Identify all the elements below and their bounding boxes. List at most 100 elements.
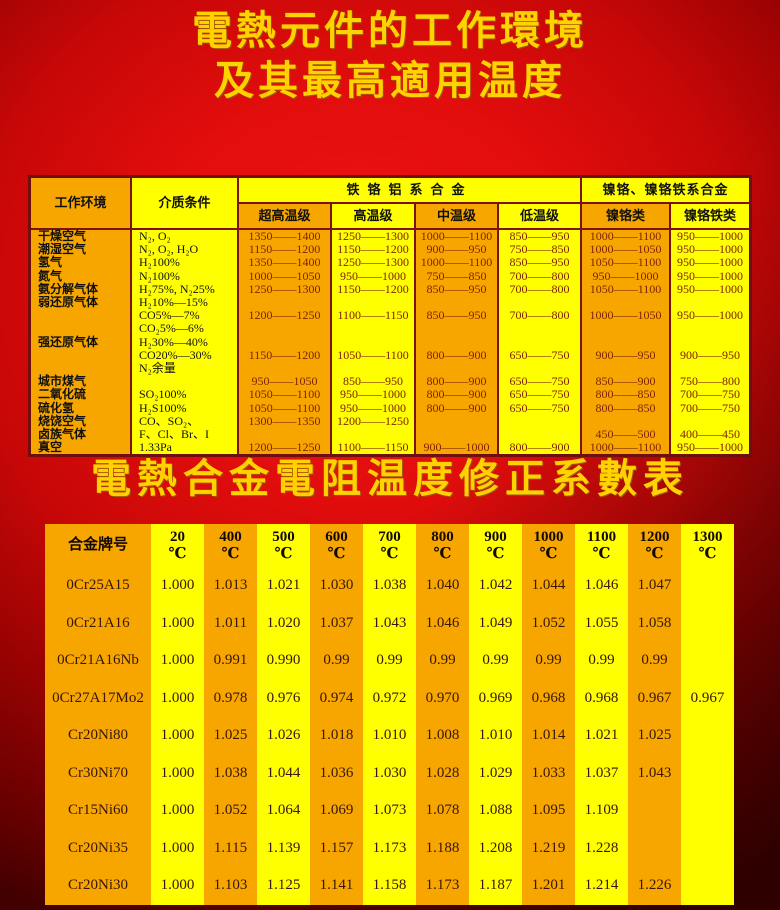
value-cell: 800——850	[580, 401, 669, 415]
value-text: 1000——1050	[248, 268, 321, 283]
value-cell	[414, 414, 497, 428]
table-row: 0Cr27A17Mo2 1.000 0.978 0.976 0.974 0.972 0.97…	[45, 679, 734, 717]
coeff-cell: 1.201	[522, 867, 575, 905]
value-cell: 750——850	[414, 269, 497, 283]
coeff-value: 1.030	[372, 764, 407, 781]
medium-cell: H₂S100%	[130, 401, 239, 415]
table-row: 0Cr25A15 1.000 1.013 1.021 1.030 1.038 1.040 1.…	[45, 567, 734, 605]
value-cell: 850——950	[414, 281, 497, 296]
coeff-cell: 1.013	[204, 567, 257, 605]
value-text: 1050——1100	[337, 347, 409, 362]
table-row: 硫化氢 H₂S100% 1050——1100 950——1000 800——900 650…	[31, 400, 749, 415]
coeff-value: 1.025	[213, 727, 248, 744]
value-text: 950——1000	[592, 268, 659, 283]
env-temp-table: 工作环境 介质条件 铁铬铝系合金 镍铬、镍铬铁系合金 超高温级 高温级 中温级 …	[28, 175, 752, 458]
degree-symbol: ℃	[221, 545, 240, 562]
medium-cell: CO₂5%—6% H₂30%—40% CO20%—30% N₂余量	[130, 322, 239, 376]
value-cell: 900——950	[580, 322, 669, 376]
value-text: 1000——1100	[589, 229, 662, 243]
coeff-value: 1.008	[425, 727, 460, 744]
env-cell: 氮气	[31, 269, 130, 283]
value-text: 850——950	[509, 255, 570, 270]
coeff-value: 1.046	[425, 614, 460, 631]
medium-line: N₂, O₂	[139, 229, 171, 243]
coeff-table: 合金牌号 20 ℃ 400 ℃ 500 ℃ 600 ℃ 700 ℃ 800 ℃ 900 ℃ 1000 ℃ 1100…	[45, 524, 734, 905]
coeff-value: 1.029	[478, 764, 513, 781]
table-row: 卤族气体 F、Cl、Br、I 450——500 400——450	[31, 426, 749, 442]
value-text: 1050——1100	[248, 387, 321, 402]
medium-line: H₂10%—15%	[139, 294, 208, 309]
coeff-value: 0.978	[213, 689, 248, 706]
coeff-value: 1.036	[319, 764, 354, 781]
coeff-cell: 1.044	[257, 754, 310, 792]
coeff-value: 1.043	[637, 764, 672, 781]
alloy-header-label: 合金牌号	[67, 537, 128, 553]
temp-value: 1100	[586, 528, 617, 545]
coeff-cell: 1.021	[257, 567, 310, 605]
alloy-name: 0Cr21A16	[66, 614, 130, 631]
value-cell: 850——900	[580, 374, 669, 389]
coeff-value: 1.078	[425, 802, 460, 819]
coeff-cell: 1.228	[575, 829, 628, 867]
coeff-cell	[681, 867, 734, 905]
coeff-cell: 1.000	[151, 717, 204, 755]
coeff-value: 1.095	[531, 802, 566, 819]
temp-header-cell: 1300 ℃	[681, 524, 734, 567]
coeff-value: 1.000	[160, 577, 195, 594]
temp-header-cell: 1200 ℃	[628, 524, 681, 567]
alloy-cell: Cr20Ni80	[45, 717, 151, 755]
coeff-value: 1.037	[319, 614, 354, 631]
temp-value: 400	[219, 528, 242, 545]
coeff-value: 1.158	[372, 877, 407, 894]
value-text: 850——950	[343, 374, 403, 389]
value-text: 800——900	[426, 400, 487, 415]
value-cell: 750——800	[669, 374, 749, 389]
coeff-cell: 0.99	[575, 642, 628, 680]
value-text: 700——750	[680, 400, 740, 415]
coeff-cell: 1.011	[204, 604, 257, 642]
value-cell: 700——800	[497, 282, 580, 296]
table-row: 氢气 H₂100% 1350——1400 1250——1300 1000——1100 85…	[31, 255, 749, 270]
value-cell: 800——900	[414, 388, 497, 402]
coeff-cell	[681, 829, 734, 867]
value-cell: 1050——1100	[239, 401, 330, 415]
medium-line: N₂余量	[139, 360, 176, 375]
temp-header-cell: 900 ℃	[469, 524, 522, 567]
value-text: 850——950	[426, 281, 487, 296]
table-row: 氨分解气体 H₂75%, N₂25% 1250——1300 1150——1200 850…	[31, 281, 749, 296]
coeff-value: 0.990	[266, 652, 301, 669]
value-cell: 1000——1050	[239, 268, 330, 283]
coeff-cell: 1.173	[416, 867, 469, 905]
value-cell: 400——450	[669, 426, 749, 442]
coeff-value: 1.044	[266, 764, 301, 781]
value-cell	[414, 427, 497, 442]
value-cell: 650——750	[497, 401, 580, 415]
value-cell: 950——1000	[580, 268, 669, 283]
alloy-name: Cr20Ni35	[68, 839, 128, 856]
coeff-cell: 1.037	[310, 604, 363, 642]
medium-line: H₂75%, N₂25%	[139, 281, 215, 296]
value-text: 1350——1400	[248, 255, 321, 270]
coeff-value: 1.228	[584, 839, 619, 856]
coeff-cell: 1.000	[151, 829, 204, 867]
coeff-value: 1.038	[372, 577, 407, 594]
value-cell: 650——750	[497, 388, 580, 402]
value-text: 1050——1100	[589, 281, 662, 296]
coeff-cell: 1.115	[204, 829, 257, 867]
coeff-cell: 0.976	[257, 679, 310, 717]
table-row: 弱还原气体 H₂10%—15% CO5%—7% 1200——1250 1100——115…	[31, 294, 749, 323]
coeff-cell: 1.095	[522, 792, 575, 830]
temp-value: 20	[170, 528, 185, 545]
coeff-value: 1.040	[425, 577, 460, 594]
coeff-cell: 1.141	[310, 867, 363, 905]
medium-line: F、Cl、Br、I	[139, 426, 210, 441]
alloy-header-cell: 合金牌号	[45, 524, 151, 567]
value-text: 400——450	[680, 426, 740, 441]
value-text: 800——850	[595, 387, 656, 402]
value-text: 950——1000	[340, 268, 406, 283]
value-text: 1000——1050	[589, 242, 662, 257]
header-sub-mid: 中温级	[414, 204, 497, 228]
coeff-value: 1.049	[478, 614, 513, 631]
value-cell: 950——1050	[239, 374, 330, 389]
header-group-row: 铁铬铝系合金 镍铬、镍铬铁系合金	[239, 178, 749, 204]
